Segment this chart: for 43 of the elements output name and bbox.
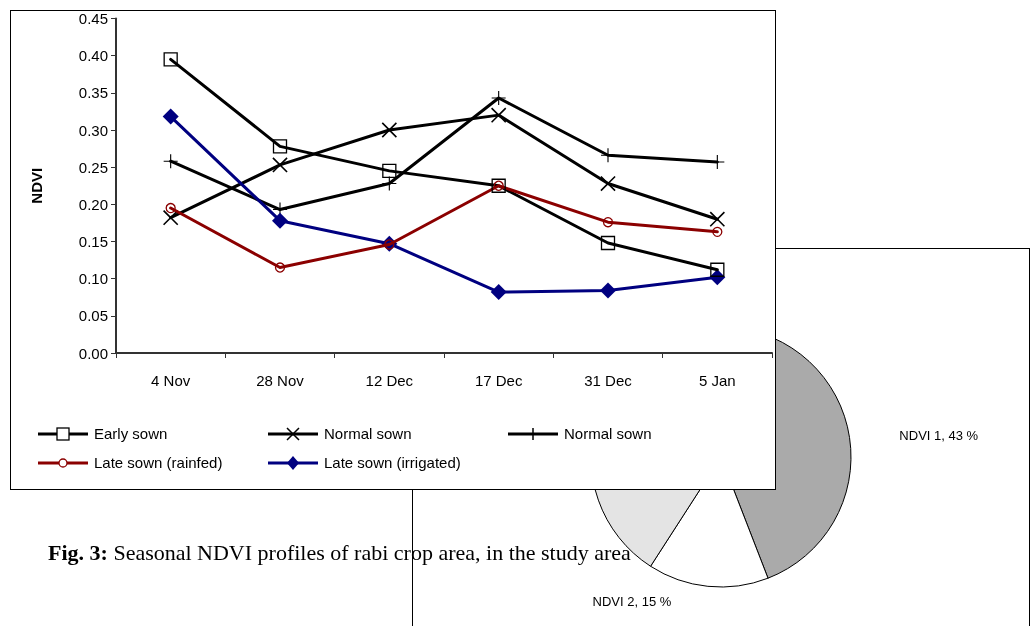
point [710, 262, 725, 277]
point [272, 139, 288, 154]
point [382, 163, 397, 179]
point [272, 212, 288, 229]
x-tick-label: 5 Jan [698, 372, 736, 389]
legend-label: Early sown [94, 425, 168, 442]
x-tick-label: 31 Dec [584, 372, 633, 389]
point [600, 235, 616, 251]
point [274, 262, 286, 273]
y-tick-label: 0.25 [78, 158, 108, 176]
point [491, 91, 506, 106]
point [163, 52, 178, 67]
point [490, 284, 507, 301]
point [602, 217, 614, 228]
point [165, 202, 176, 214]
slice-label: NDVI 1, 43 % [899, 427, 979, 443]
y-tick-label: 0.10 [78, 270, 108, 288]
point [163, 154, 178, 169]
legend-label: Normal sown [324, 425, 412, 442]
point [163, 210, 179, 226]
x-tick-label: 4 Nov [151, 372, 191, 389]
point [600, 282, 616, 299]
y-axis-title: NDVI [28, 167, 45, 204]
x-tick-label: 12 Dec [365, 372, 414, 389]
legend-label: Normal sown [564, 425, 652, 442]
y-tick-label: 0.40 [78, 47, 108, 65]
point [712, 226, 723, 237]
point [162, 108, 179, 125]
y-tick-label: 0.45 [78, 10, 108, 27]
y-tick-label: 0.20 [78, 195, 108, 213]
y-tick-label: 0.15 [78, 233, 108, 250]
point [709, 211, 725, 227]
y-tick-label: 0.30 [78, 121, 108, 139]
slice-label: NDVI 2, 15 % [592, 593, 672, 609]
y-tick-label: 0.05 [78, 307, 108, 325]
point [601, 148, 615, 163]
legend-label: Late sown (irrigated) [324, 454, 461, 471]
point [272, 157, 288, 173]
x-tick-label: 17 Dec [474, 372, 523, 389]
y-tick-label: 0.35 [78, 84, 108, 102]
y-tick-label: 0.00 [78, 344, 108, 362]
x-tick-label: 28 Nov [256, 372, 305, 389]
legend-label: Late sown (rainfed) [94, 454, 223, 471]
